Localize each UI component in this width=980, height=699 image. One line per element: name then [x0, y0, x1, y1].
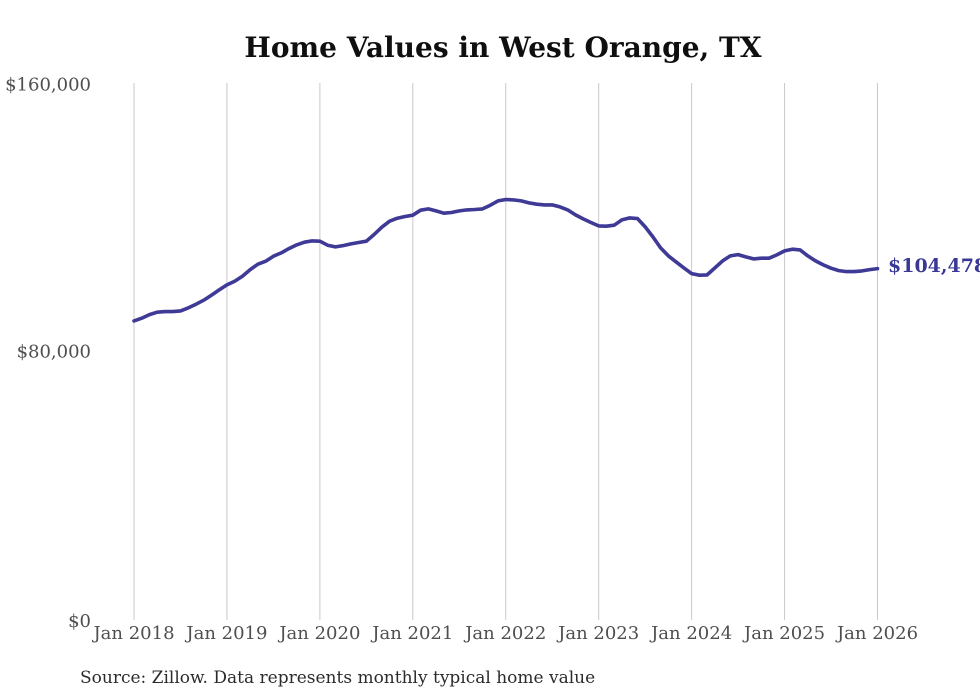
x-tick-label: Jan 2024: [649, 623, 732, 644]
home-value-series-line: [132, 197, 880, 323]
chart-title: Home Values in West Orange, TX: [244, 31, 761, 64]
gridlines: [133, 83, 878, 620]
y-tick-label: $160,000: [5, 75, 91, 96]
source-note: Source: Zillow. Data represents monthly …: [80, 668, 595, 688]
x-tick-label: Jan 2018: [91, 623, 174, 644]
x-tick-label: Jan 2022: [463, 623, 546, 644]
x-tick-label: Jan 2026: [835, 623, 918, 644]
x-axis-labels: Jan 2018 Jan 2019 Jan 2020 Jan 2021 Jan 2022…: [91, 623, 918, 644]
y-axis-labels: $160,000 $80,000 $0: [5, 75, 91, 633]
y-tick-label: $0: [68, 611, 91, 632]
x-tick-label: Jan 2021: [370, 623, 453, 644]
x-tick-label: Jan 2025: [742, 623, 825, 644]
x-tick-label: Jan 2019: [184, 623, 267, 644]
x-tick-label: Jan 2023: [556, 623, 639, 644]
x-tick-label: Jan 2020: [277, 623, 360, 644]
y-tick-label: $80,000: [17, 341, 91, 362]
latest-value-label: $104,478: [888, 255, 980, 277]
